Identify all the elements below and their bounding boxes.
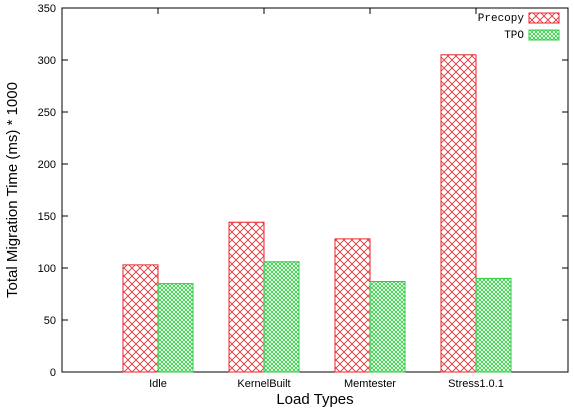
bar-tpo-kernelbuilt: [263, 261, 300, 373]
y-tick-label: 100: [38, 263, 56, 275]
bar-precopy-memtester: [334, 238, 371, 373]
y-tick-label: 350: [38, 3, 56, 15]
plot-area: [61, 7, 569, 373]
bars: [122, 54, 512, 373]
bar-precopy-kernelbuilt: [228, 221, 265, 373]
legend-swatch-tpo: [528, 29, 560, 41]
bar-precopy-idle: [122, 264, 159, 373]
y-tick-label: 150: [38, 211, 56, 223]
y-tick-label: 300: [38, 55, 56, 67]
x-tick-label: Memtester: [344, 378, 396, 390]
legend-label-precopy: Precopy: [478, 13, 525, 25]
y-tick-label: 200: [38, 159, 56, 171]
bar-tpo-stress1-0-1: [475, 277, 512, 373]
x-axis-ticks: Idle KernelBuilt Memtester Stress1.0.1: [149, 8, 504, 390]
bar-tpo-memtester: [369, 281, 406, 373]
y-tick-label: 50: [44, 315, 56, 327]
legend: Precopy TPO: [478, 12, 560, 42]
y-tick-label: 0: [50, 367, 56, 379]
bar-tpo-idle: [157, 283, 194, 373]
x-tick-label: KernelBuilt: [237, 378, 290, 390]
y-axis-ticks: 0 50 100 150 200 250 300 350: [38, 3, 568, 379]
y-tick-label: 250: [38, 107, 56, 119]
legend-entry-tpo: TPO: [504, 29, 560, 42]
legend-label-tpo: TPO: [504, 30, 524, 42]
y-axis-title: Total Migration Time (ms) * 1000: [4, 82, 21, 298]
bar-precopy-stress1-0-1: [440, 54, 477, 373]
legend-swatch-precopy: [528, 12, 560, 24]
x-tick-label: Stress1.0.1: [448, 378, 504, 390]
legend-entry-precopy: Precopy: [478, 12, 560, 25]
x-axis-title: Load Types: [276, 391, 353, 408]
x-tick-label: Idle: [149, 378, 167, 390]
